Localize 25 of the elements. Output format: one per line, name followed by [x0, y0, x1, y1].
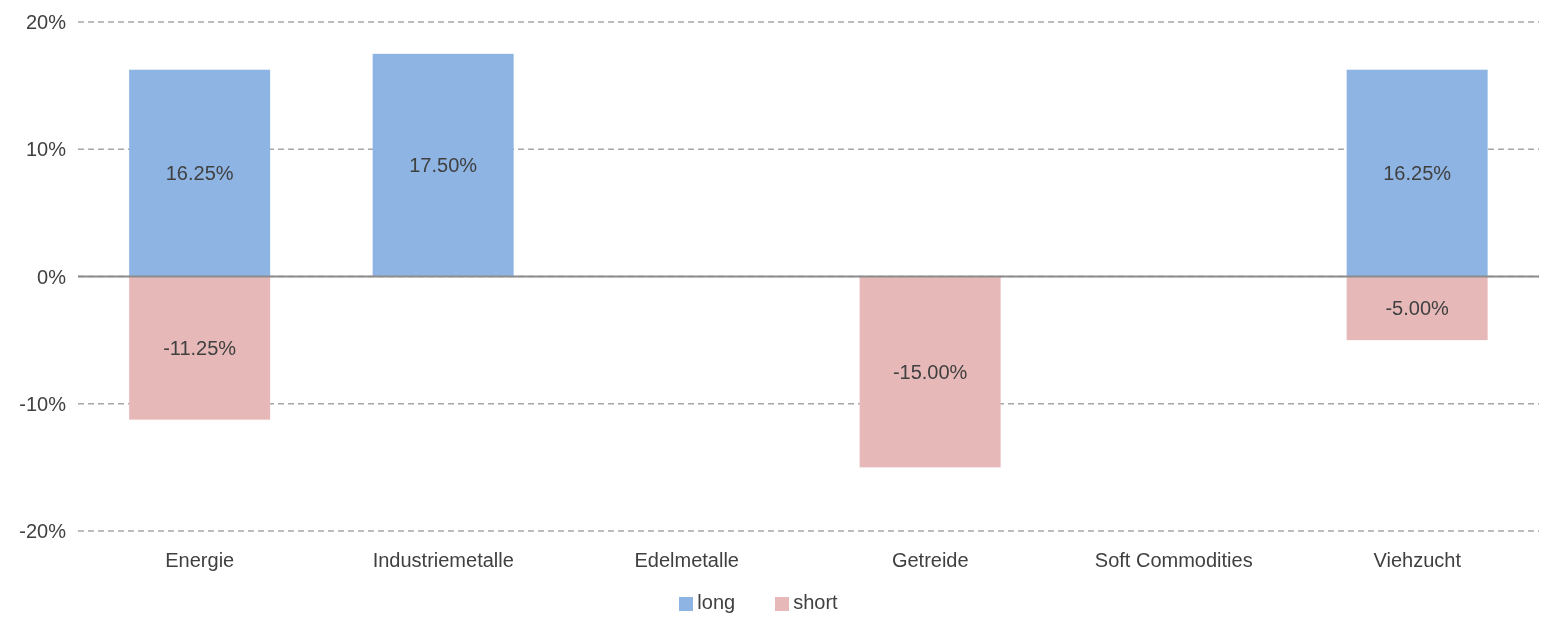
- data-label: 17.50%: [409, 154, 478, 177]
- x-tick-label: Soft Commodities: [1094, 549, 1253, 572]
- data-label: 16.25%: [165, 162, 234, 185]
- legend-label: long: [697, 591, 736, 613]
- bar: [859, 276, 1001, 468]
- y-tick-label: 0%: [37, 265, 67, 288]
- data-label: -15.00%: [892, 360, 968, 383]
- data-label: -5.00%: [1385, 297, 1450, 320]
- bar: [129, 69, 271, 277]
- bar: [372, 53, 514, 277]
- x-tick-label: Getreide: [891, 549, 969, 572]
- bar: [129, 276, 271, 420]
- y-tick-label: -10%: [19, 392, 67, 415]
- bar: [1346, 69, 1488, 277]
- x-tick-label: Energie: [165, 549, 235, 572]
- x-tick-label: Viehzucht: [1373, 549, 1462, 572]
- y-tick-label: 20%: [25, 11, 67, 34]
- x-tick-label: Industriemetalle: [372, 549, 514, 572]
- x-tick-label: Edelmetalle: [634, 549, 740, 572]
- bar: [1346, 276, 1488, 341]
- legend-label: short: [793, 591, 838, 613]
- y-tick-label: -20%: [19, 520, 67, 543]
- data-label: 16.25%: [1383, 162, 1452, 185]
- data-label: -11.25%: [163, 337, 237, 360]
- y-tick-label: 10%: [25, 138, 67, 161]
